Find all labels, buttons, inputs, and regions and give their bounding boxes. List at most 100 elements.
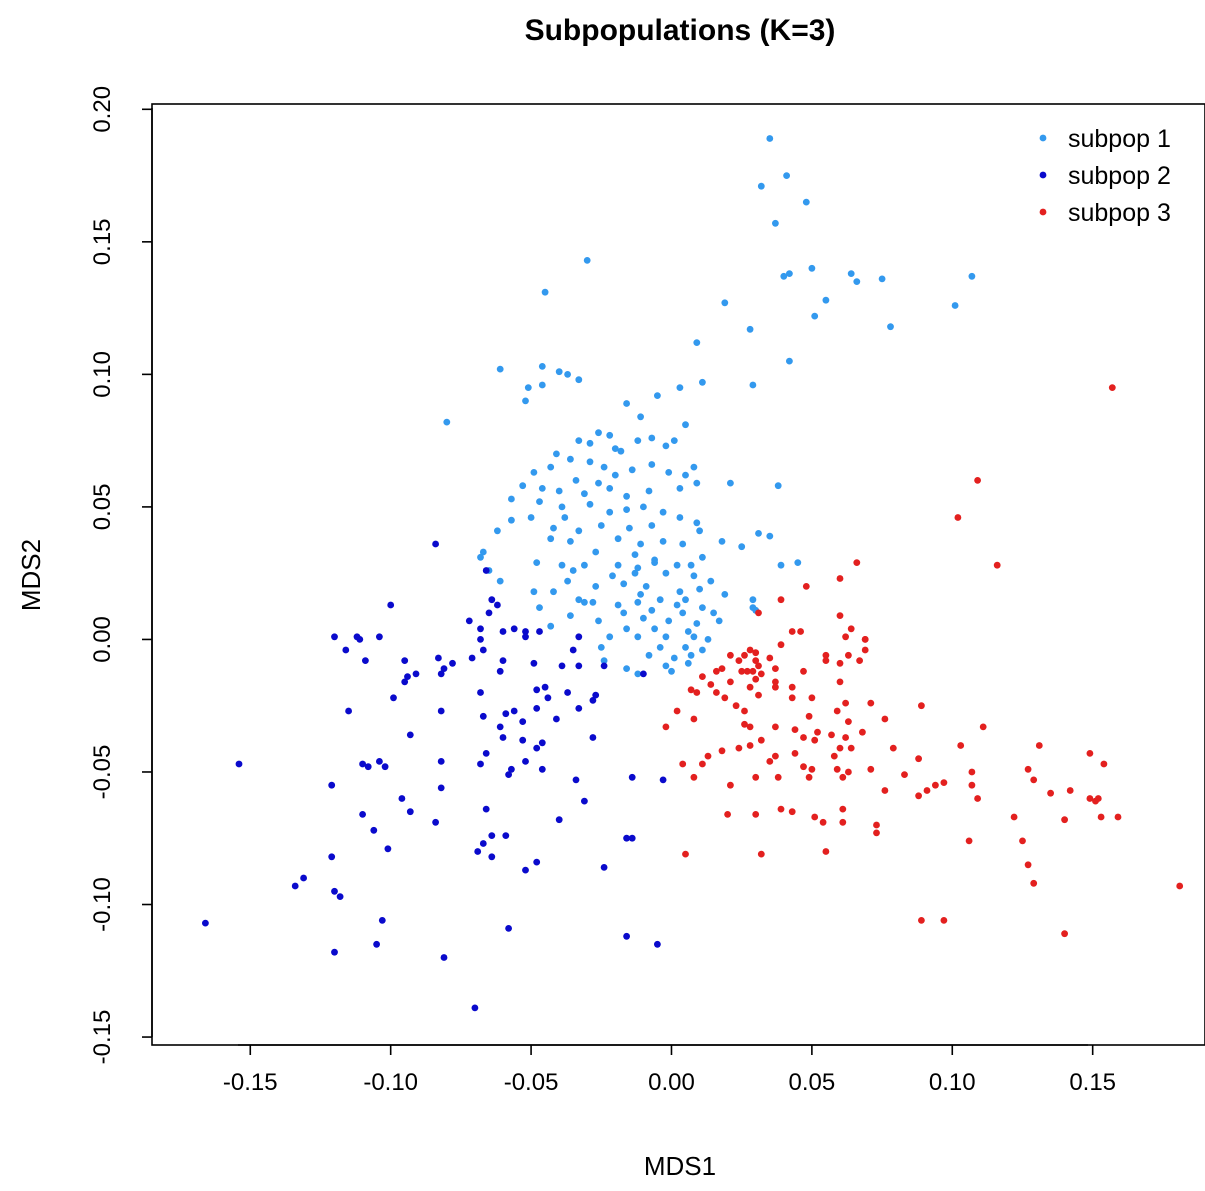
data-point [741, 720, 748, 728]
data-point [623, 834, 630, 842]
legend-marker [1039, 134, 1047, 142]
data-point [693, 620, 701, 627]
data-point [757, 850, 765, 858]
data-point [808, 264, 816, 272]
data-point [541, 683, 549, 691]
data-point [381, 763, 389, 771]
data-point [918, 702, 925, 710]
data-point [743, 667, 751, 675]
x-tick-label: 0.10 [929, 1069, 976, 1096]
data-point [746, 646, 754, 654]
data-point [957, 742, 965, 749]
data-point [364, 763, 372, 771]
data-point [676, 514, 684, 521]
data-point [567, 538, 574, 545]
data-point [387, 601, 395, 609]
data-point [662, 442, 670, 450]
data-point [1086, 795, 1094, 802]
data-point [538, 739, 546, 747]
data-point [564, 689, 571, 696]
data-point [628, 466, 636, 474]
data-point [766, 654, 774, 662]
data-point [645, 487, 653, 495]
data-point [772, 683, 779, 691]
data-point [659, 776, 667, 784]
data-point [477, 553, 484, 561]
data-point [1035, 742, 1043, 749]
data-point [1030, 879, 1038, 887]
legend-marker [1039, 171, 1047, 179]
data-point [746, 683, 754, 691]
data-point [746, 325, 754, 333]
data-point [376, 758, 383, 765]
data-point [788, 683, 796, 691]
data-point [404, 673, 411, 680]
data-point [690, 572, 698, 580]
data-point [353, 633, 361, 641]
data-point [656, 596, 664, 604]
data-point [499, 657, 507, 664]
data-point [845, 651, 852, 659]
data-point [600, 864, 608, 871]
data-point [836, 678, 844, 686]
data-point [567, 612, 574, 619]
data-point [788, 628, 796, 635]
data-point [614, 601, 622, 609]
data-point [665, 617, 673, 625]
data-point [699, 760, 706, 768]
data-point [477, 636, 484, 643]
data-point [752, 649, 760, 657]
data-point [993, 561, 1001, 569]
data-point [721, 694, 729, 702]
data-point [611, 471, 619, 479]
data-point [555, 487, 563, 495]
data-point [597, 522, 605, 529]
legend-label: subpop 3 [1068, 199, 1171, 227]
data-point [735, 744, 743, 752]
data-point [808, 765, 816, 773]
data-point [345, 707, 352, 715]
data-point [547, 535, 555, 543]
data-point [842, 734, 849, 741]
data-point [589, 734, 597, 741]
data-point [774, 773, 782, 781]
data-point [772, 665, 779, 672]
data-point [496, 667, 504, 675]
data-point [623, 665, 630, 672]
data-point [1030, 776, 1038, 784]
data-point [614, 535, 622, 543]
data-point [682, 596, 689, 604]
data-point [597, 644, 605, 651]
data-point [575, 633, 583, 641]
data-point [583, 257, 591, 264]
data-point [575, 376, 583, 384]
data-point [847, 270, 855, 277]
data-point [471, 1004, 479, 1012]
data-point [713, 667, 720, 675]
data-point [968, 768, 976, 776]
data-point [833, 765, 841, 773]
data-point [735, 657, 743, 664]
data-point [670, 654, 678, 662]
data-point [406, 731, 414, 739]
data-point [623, 932, 630, 940]
x-tick-label: -0.10 [363, 1069, 418, 1096]
data-point [373, 940, 380, 948]
data-point [676, 485, 684, 492]
data-point [833, 707, 841, 715]
data-point [505, 925, 512, 932]
data-point [331, 948, 338, 956]
data-point [721, 299, 729, 307]
data-point [488, 853, 496, 861]
data-point [648, 522, 656, 529]
data-point [811, 312, 819, 320]
data-point [474, 848, 482, 855]
data-point [794, 559, 802, 566]
data-point [659, 508, 667, 516]
data-point [592, 691, 600, 699]
data-point [836, 659, 844, 667]
data-point [1086, 750, 1094, 757]
data-point [915, 755, 922, 763]
data-point [553, 715, 560, 723]
data-point [519, 718, 527, 725]
